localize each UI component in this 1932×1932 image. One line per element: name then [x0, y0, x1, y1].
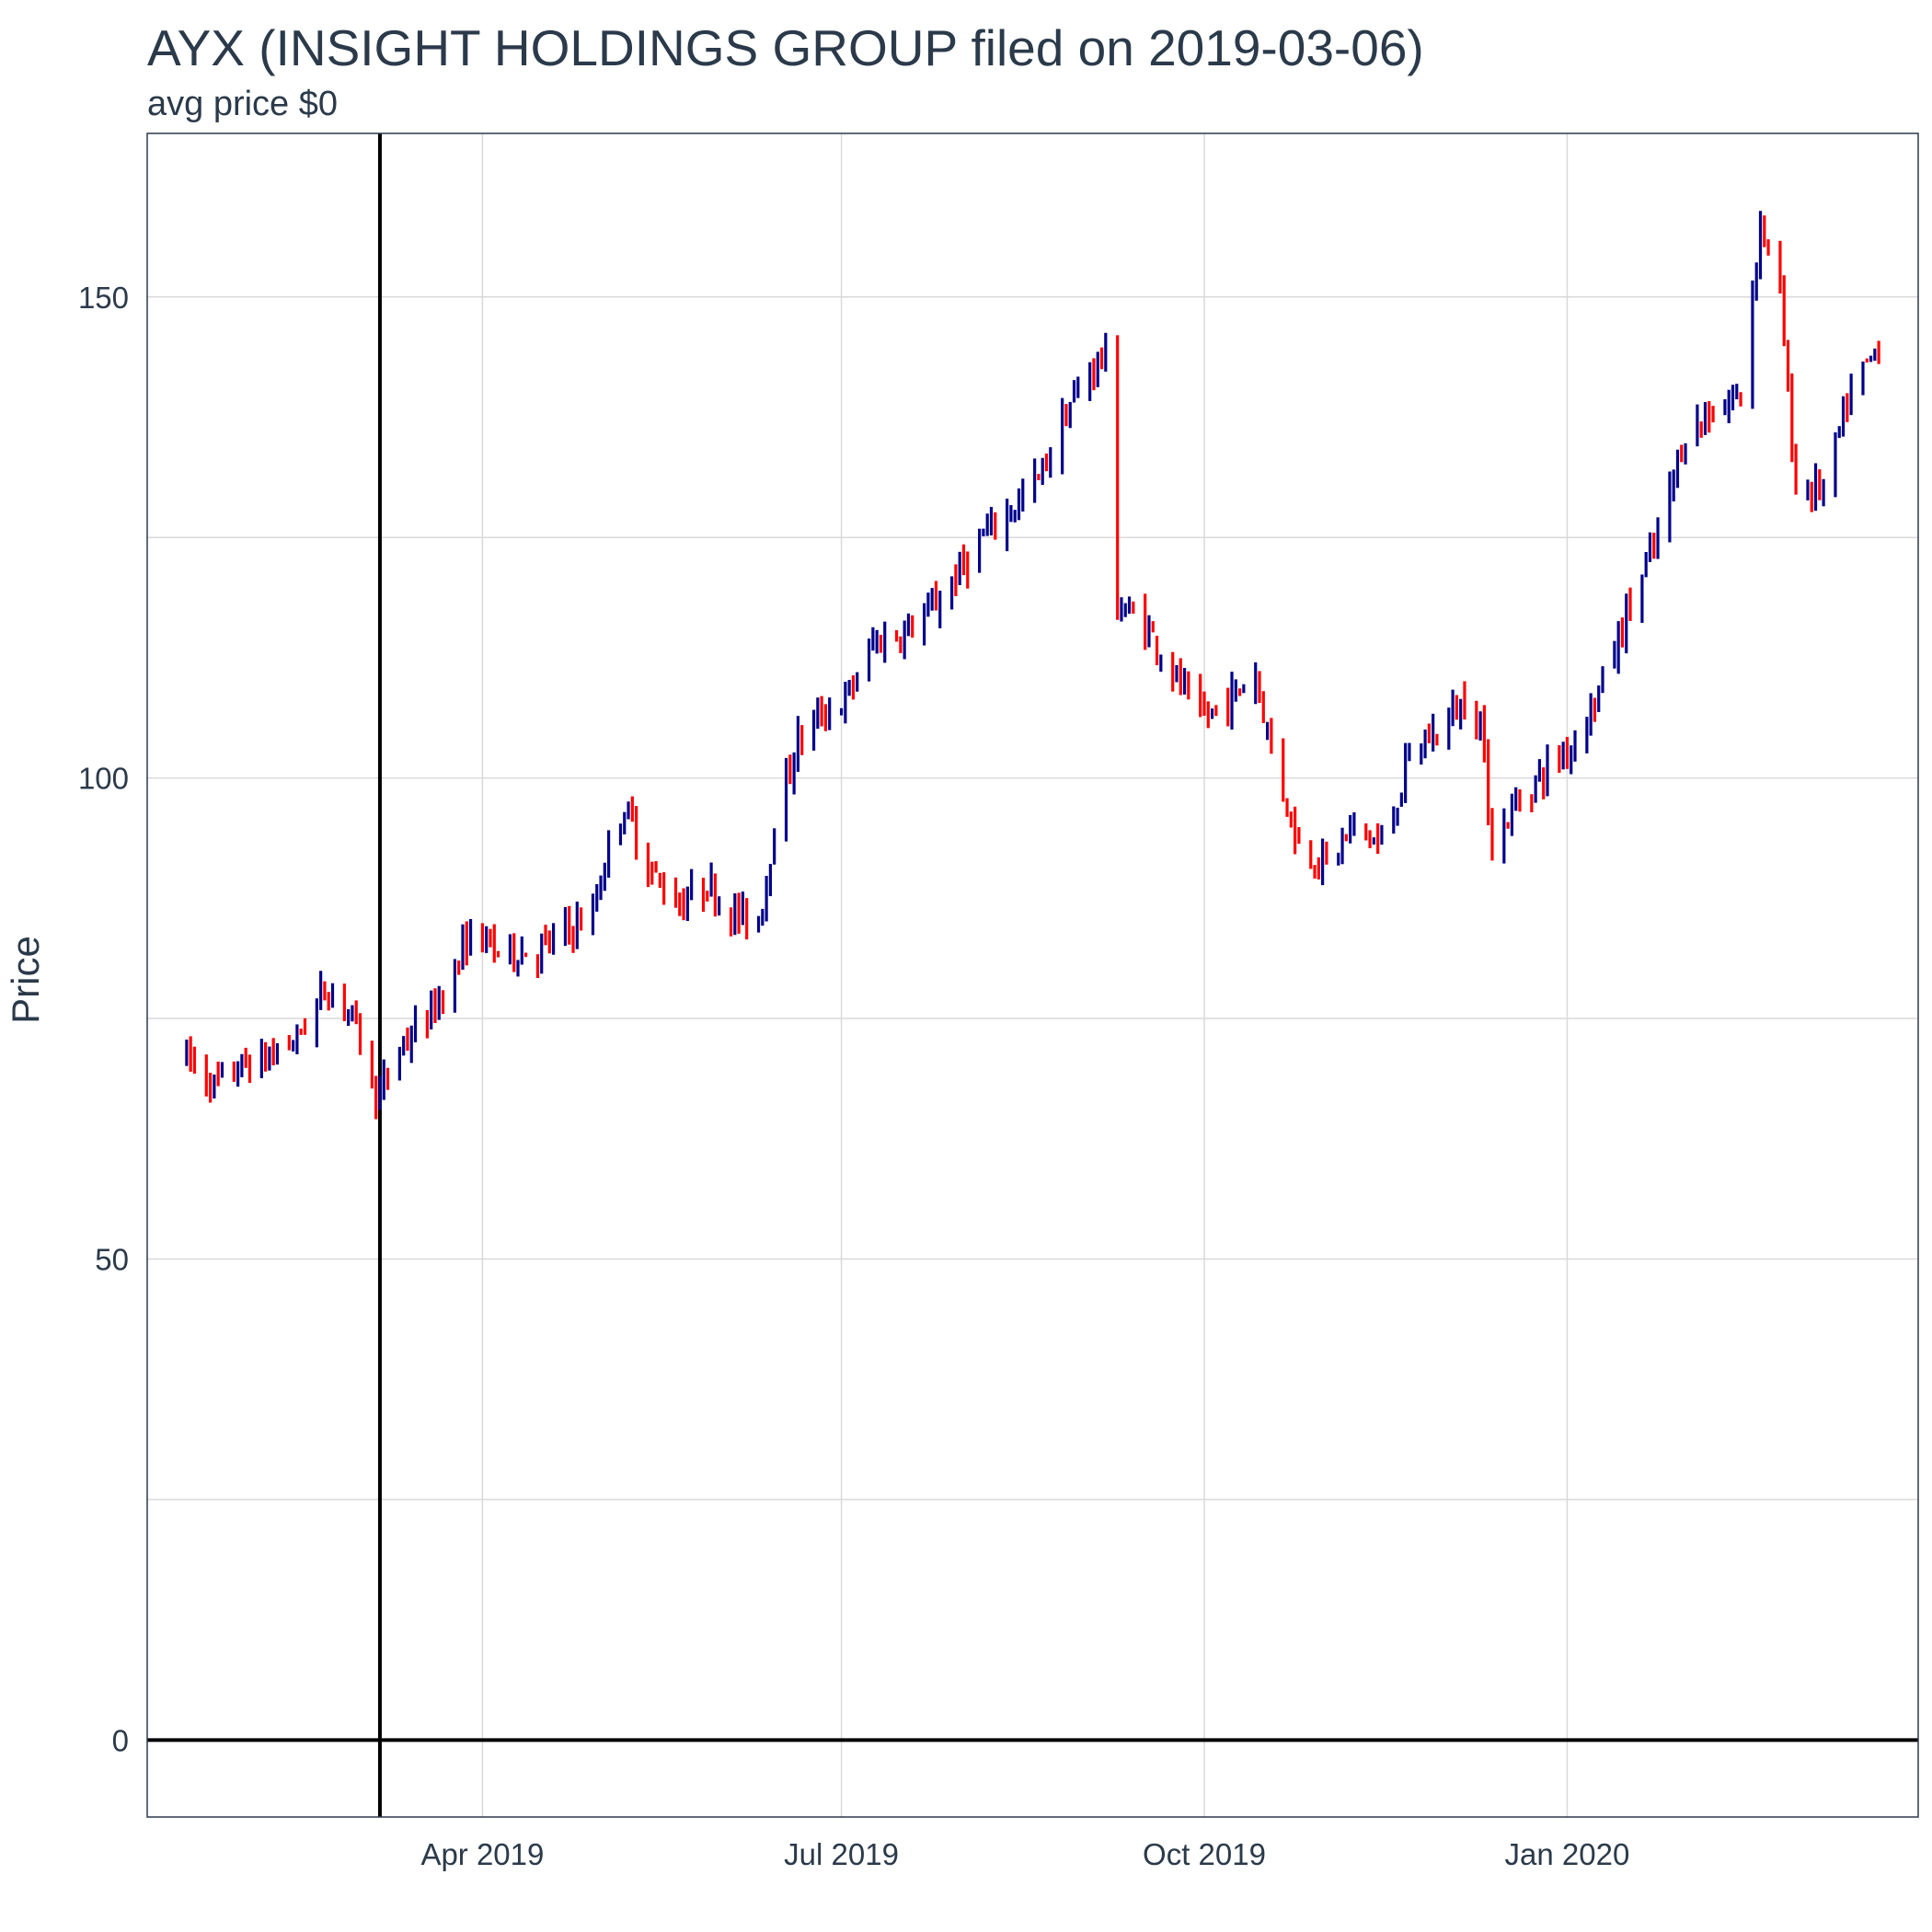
x-tick-label: Jan 2020: [1505, 1837, 1630, 1871]
y-tick-label: 0: [112, 1723, 129, 1757]
x-tick-label: Apr 2019: [420, 1837, 544, 1871]
y-tick-label: 100: [78, 762, 129, 796]
x-tick-label: Jul 2019: [784, 1837, 899, 1871]
ohlc-bars: [185, 211, 1880, 1120]
y-axis-title: Price: [4, 936, 47, 1024]
reference-lines: [147, 133, 1918, 1817]
chart-subtitle: avg price $0: [147, 85, 339, 123]
chart-title: AYX (INSIGHT HOLDINGS GROUP filed on 201…: [147, 19, 1424, 76]
x-tick-label: Oct 2019: [1143, 1837, 1266, 1871]
tick-labels: 0 50 100 150 Apr 2019 Jul 2019 Oct 2019 Jan 202…: [78, 281, 1629, 1871]
panel-border: [146, 132, 1919, 1818]
y-tick-label: 50: [95, 1242, 129, 1276]
gridlines: [147, 133, 1918, 1817]
y-tick-label: 150: [78, 281, 129, 315]
